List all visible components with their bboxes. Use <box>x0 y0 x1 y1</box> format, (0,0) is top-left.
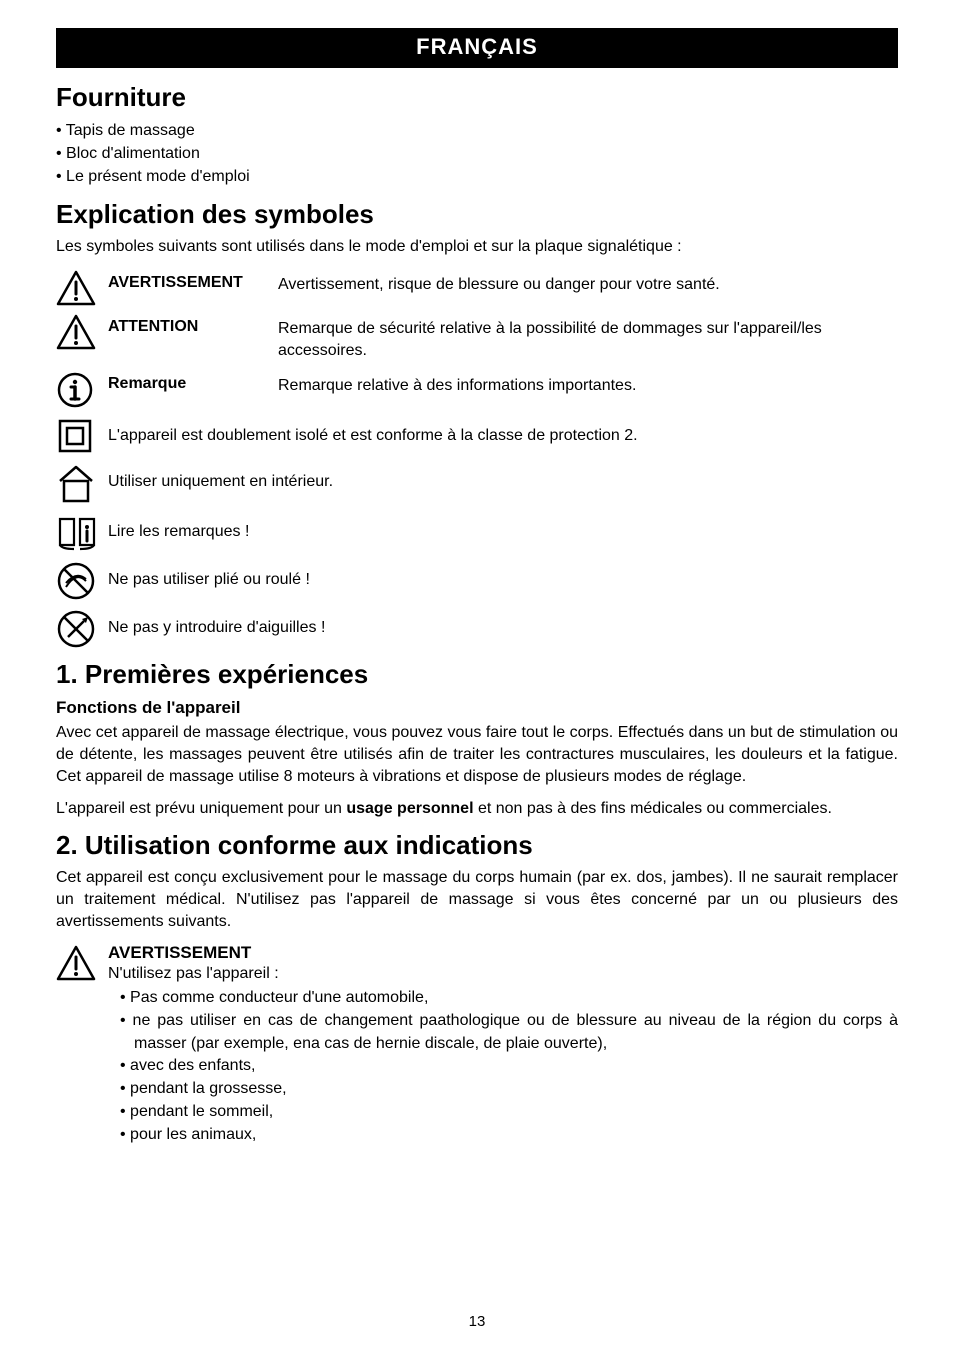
list-item: Tapis de massage <box>56 119 898 142</box>
warning-list: Pas comme conducteur d'une automobile, n… <box>108 987 898 1146</box>
house-icon <box>56 461 108 505</box>
symbol-row-avertissement: AVERTISSEMENT Avertissement, risque de b… <box>56 268 898 306</box>
symbol-row-noneedle: Ne pas y introduire d'aiguilles ! <box>56 607 898 649</box>
symbol-desc: Avertissement, risque de blessure ou dan… <box>278 268 898 296</box>
list-item: ne pas utiliser en cas de changement paa… <box>120 1010 898 1055</box>
symbol-label: Remarque <box>108 369 278 393</box>
symbol-desc: L'appareil est doublement isolé et est c… <box>108 415 898 447</box>
section2-title: 2. Utilisation conforme aux indications <box>56 830 898 861</box>
list-item: pendant le sommeil, <box>120 1101 898 1124</box>
book-info-icon <box>56 511 108 553</box>
no-needle-icon <box>56 607 108 649</box>
list-item: avec des enfants, <box>120 1055 898 1078</box>
list-item: pour les animaux, <box>120 1124 898 1147</box>
page: FRANÇAIS Fourniture Tapis de massage Blo… <box>0 0 954 1350</box>
symbol-row-nofold: Ne pas utiliser plié ou roulé ! <box>56 559 898 601</box>
list-item: Bloc d'alimentation <box>56 142 898 165</box>
section1-para1: Avec cet appareil de massage électrique,… <box>56 722 898 788</box>
fourniture-title: Fourniture <box>56 82 898 113</box>
symbol-row-read: Lire les remarques ! <box>56 511 898 553</box>
symbol-label: ATTENTION <box>108 312 278 336</box>
symbol-desc: Utiliser uniquement en intérieur. <box>108 461 898 493</box>
section1-subhead: Fonctions de l'appareil <box>56 698 898 718</box>
symbol-row-indoor: Utiliser uniquement en intérieur. <box>56 461 898 505</box>
explication-intro: Les symboles suivants sont utilisés dans… <box>56 236 898 258</box>
warning-triangle-icon <box>56 943 108 981</box>
list-item: pendant la grossesse, <box>120 1078 898 1101</box>
bold-text: usage personnel <box>346 800 473 817</box>
text: L'appareil est prévu uniquement pour un <box>56 800 346 817</box>
text: et non pas à des fins médicales ou comme… <box>474 800 832 817</box>
warning-block: AVERTISSEMENT N'utilisez pas l'appareil … <box>56 943 898 1146</box>
warning-text: AVERTISSEMENT N'utilisez pas l'appareil … <box>108 943 898 1146</box>
double-square-icon <box>56 415 108 455</box>
symbol-row-remarque: Remarque Remarque relative à des informa… <box>56 369 898 409</box>
list-item: Pas comme conducteur d'une automobile, <box>120 987 898 1010</box>
symbol-desc: Ne pas utiliser plié ou roulé ! <box>108 559 898 591</box>
symbol-label: AVERTISSEMENT <box>108 268 278 292</box>
language-header-bar: FRANÇAIS <box>56 28 898 68</box>
warning-title: AVERTISSEMENT <box>108 943 898 963</box>
symbol-desc: Ne pas y introduire d'aiguilles ! <box>108 607 898 639</box>
warning-lead: N'utilisez pas l'appareil : <box>108 965 898 983</box>
warning-triangle-icon <box>56 268 108 306</box>
section2-para: Cet appareil est conçu exclusivement pou… <box>56 867 898 933</box>
section1-title: 1. Premières expériences <box>56 659 898 690</box>
no-fold-icon <box>56 559 108 601</box>
symbol-desc: Remarque relative à des informations imp… <box>278 369 898 397</box>
warning-triangle-icon <box>56 312 108 350</box>
fourniture-list: Tapis de massage Bloc d'alimentation Le … <box>56 119 898 189</box>
symbol-row-attention: ATTENTION Remarque de sécurité relative … <box>56 312 898 363</box>
info-circle-icon <box>56 369 108 409</box>
symbol-desc: Remarque de sécurité relative à la possi… <box>278 312 898 363</box>
section1-para2: L'appareil est prévu uniquement pour un … <box>56 798 898 820</box>
symbol-desc: Lire les remarques ! <box>108 511 898 543</box>
list-item: Le présent mode d'emploi <box>56 165 898 188</box>
page-number: 13 <box>0 1313 954 1330</box>
symbol-row-class2: L'appareil est doublement isolé et est c… <box>56 415 898 455</box>
explication-title: Explication des symboles <box>56 199 898 230</box>
